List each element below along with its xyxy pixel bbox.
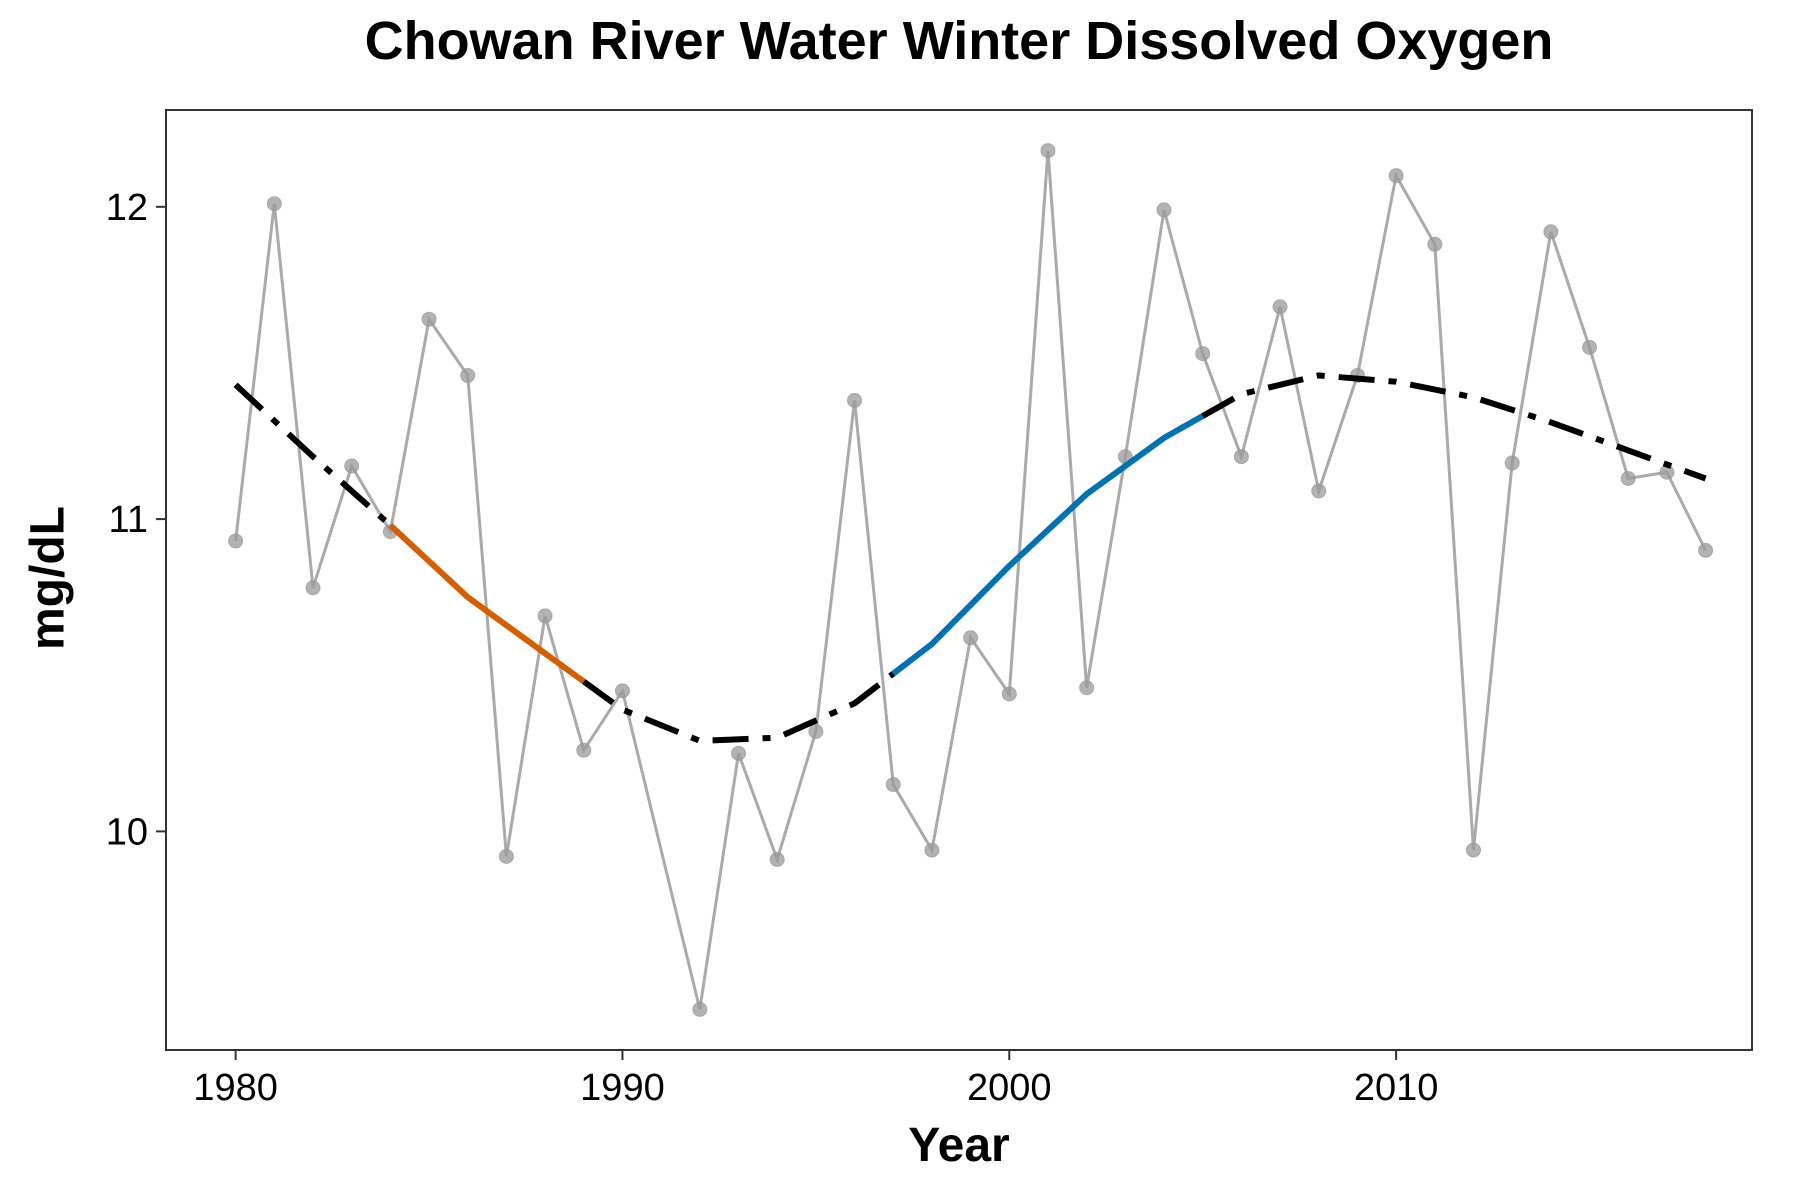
observed-point [1233, 449, 1249, 465]
observed-point [576, 742, 592, 758]
observed-point [1465, 842, 1481, 858]
x-axis-label: Year [908, 1119, 1010, 1172]
y-tick-label: 12 [106, 187, 148, 229]
observed-point [1195, 346, 1211, 362]
observed-point [305, 580, 321, 596]
observed-point [1698, 542, 1714, 558]
observed-point [537, 608, 553, 624]
observed-point [692, 1001, 708, 1017]
x-tick-label: 1980 [193, 1067, 278, 1109]
observed-point [1620, 471, 1636, 487]
observed-point [266, 196, 282, 212]
observed-point [344, 458, 360, 474]
x-tick-label: 1990 [580, 1067, 665, 1109]
plot-panel-border [165, 109, 1753, 1051]
trend-line-segment [1201, 372, 1707, 482]
x-tick-label: 2000 [967, 1067, 1052, 1109]
observed-point [769, 852, 785, 868]
observed-point [1504, 455, 1520, 471]
trend-line-segment [233, 382, 393, 528]
observed-point [1040, 143, 1056, 159]
observed-point [808, 723, 824, 739]
y-tick-label: 10 [106, 811, 148, 853]
observed-point [1311, 483, 1327, 499]
observed-point [498, 848, 514, 864]
increasing-trend-segment [891, 413, 1205, 677]
observed-point [731, 745, 747, 761]
decreasing-trend-segment [388, 523, 586, 684]
observed-point [1543, 224, 1559, 240]
observed-point [1388, 168, 1404, 184]
observed-point [421, 311, 437, 327]
observed-point [847, 392, 863, 408]
observed-point [1272, 299, 1288, 315]
observed-line [234, 150, 1707, 1010]
observed-point [963, 630, 979, 646]
observed-point [1079, 680, 1095, 696]
observed-point [885, 777, 901, 793]
trend-series [233, 372, 1707, 744]
observed-point [460, 367, 476, 383]
observed-point [924, 842, 940, 858]
observed-point [1001, 686, 1017, 702]
chart-title: Chowan River Water Winter Dissolved Oxyg… [364, 11, 1554, 71]
observed-point [614, 683, 630, 699]
trend-line-segment [582, 671, 896, 744]
observed-point [228, 533, 244, 549]
observed-point [1427, 236, 1443, 252]
observed-point [1582, 339, 1598, 355]
observed-point [1156, 202, 1172, 218]
y-tick-label: 11 [109, 499, 148, 541]
x-tick-label: 2010 [1354, 1067, 1439, 1109]
